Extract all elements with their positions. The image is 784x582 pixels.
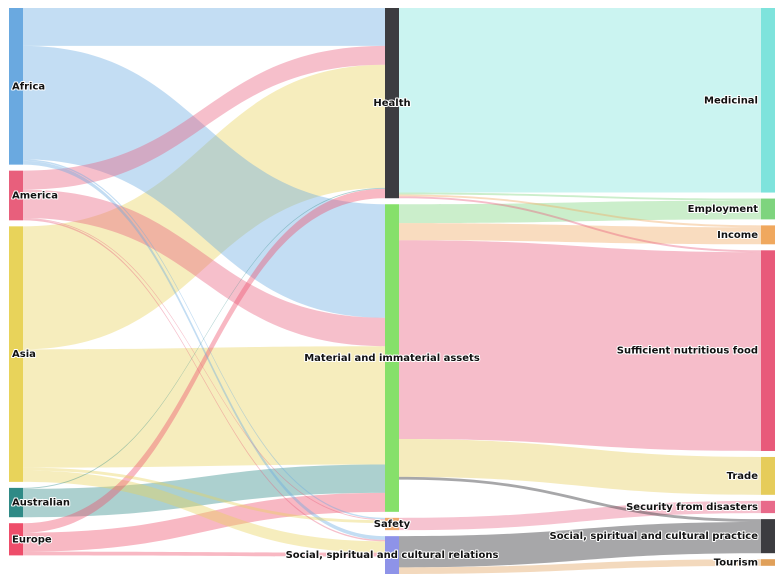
label-america: America <box>12 190 58 201</box>
flow-material-and-immaterial-assets-to-sufficient-nutritious-food[interactable] <box>399 240 761 451</box>
flow-material-and-immaterial-assets-to-social-spiritual-and-cultural-practice[interactable] <box>399 476 761 522</box>
flow-africa-to-safety[interactable] <box>23 159 385 520</box>
flow-australian-to-material-and-immaterial-assets[interactable] <box>23 464 385 518</box>
node-asia[interactable] <box>9 226 23 482</box>
node-trade[interactable] <box>761 456 775 495</box>
node-safety[interactable] <box>385 517 399 531</box>
flow-asia-to-safety[interactable] <box>23 467 385 524</box>
flow-material-and-immaterial-assets-to-employment[interactable] <box>399 200 761 224</box>
label-health: Health <box>373 98 410 109</box>
flow-europe-to-health[interactable] <box>23 188 385 533</box>
label-social-spiritual-and-cultural-relations: Social, spiritual and cultural relations <box>286 550 499 561</box>
node-europe[interactable] <box>9 523 23 556</box>
label-sufficient-nutritious-food: Sufficient nutritious food <box>617 346 758 357</box>
label-tourism: Tourism <box>714 558 758 569</box>
flow-material-and-immaterial-assets-to-income[interactable] <box>399 223 761 245</box>
flow-safety-to-security-from-disasters[interactable] <box>399 500 761 531</box>
flow-social-spiritual-and-cultural-relations-to-social-spiritual-and-cultural-practice[interactable] <box>399 521 761 568</box>
label-asia: Asia <box>12 349 36 360</box>
flow-america-to-material-and-immaterial-assets[interactable] <box>23 189 385 347</box>
flow-america-to-health[interactable] <box>23 45 385 190</box>
label-employment: Employment <box>688 204 759 215</box>
flow-asia-to-health[interactable] <box>23 64 385 350</box>
node-employment[interactable] <box>761 198 775 220</box>
flow-america-to-social-spiritual-and-cultural-relations[interactable] <box>23 218 385 542</box>
flow-health-to-medicinal[interactable] <box>399 8 761 193</box>
flow-america-to-safety[interactable] <box>23 217 385 521</box>
flow-australian-to-health[interactable] <box>23 187 385 489</box>
flow-africa-to-health[interactable] <box>23 8 385 46</box>
sankey-labels: Africa America Asia Australian Europe Health M… <box>11 80 759 569</box>
flow-africa-to-social-spiritual-and-cultural-relations[interactable] <box>23 160 385 540</box>
label-material-and-immaterial-assets: Material and immaterial assets <box>304 353 480 364</box>
node-health[interactable] <box>385 8 399 199</box>
label-europe: Europe <box>12 534 52 545</box>
flow-health-to-sufficient-nutritious-food[interactable] <box>399 196 761 253</box>
node-australian[interactable] <box>9 487 23 518</box>
flow-asia-to-social-spiritual-and-cultural-relations[interactable] <box>23 470 385 553</box>
label-income: Income <box>717 230 758 241</box>
label-medicinal: Medicinal <box>704 95 758 106</box>
sankey-links <box>23 8 761 574</box>
label-security-from-disasters: Security from disasters <box>626 502 758 513</box>
node-america[interactable] <box>9 170 23 221</box>
label-trade: Trade <box>727 471 759 482</box>
label-africa: Africa <box>12 81 45 92</box>
node-africa[interactable] <box>9 8 23 165</box>
label-safety: Safety <box>374 519 411 530</box>
flow-europe-to-material-and-immaterial-assets[interactable] <box>23 492 385 552</box>
flow-material-and-immaterial-assets-to-trade[interactable] <box>399 438 761 495</box>
flow-health-to-employment[interactable] <box>399 192 761 201</box>
node-sufficient-nutritious-food[interactable] <box>761 250 775 451</box>
node-income[interactable] <box>761 225 775 245</box>
sankey-nodes <box>9 8 775 574</box>
node-medicinal[interactable] <box>761 8 775 193</box>
node-social-spiritual-and-cultural-practice[interactable] <box>761 519 775 554</box>
label-australian: Australian <box>12 498 70 509</box>
node-social-spiritual-and-cultural-relations[interactable] <box>385 536 399 574</box>
node-tourism[interactable] <box>761 559 775 566</box>
flow-health-to-income[interactable] <box>399 194 761 228</box>
node-security-from-disasters[interactable] <box>761 500 775 514</box>
label-social-spiritual-and-cultural-practice: Social, spiritual and cultural practice <box>550 531 759 542</box>
flow-asia-to-material-and-immaterial-assets[interactable] <box>23 346 385 468</box>
flow-social-spiritual-and-cultural-relations-to-tourism[interactable] <box>399 559 761 574</box>
flow-africa-to-material-and-immaterial-assets[interactable] <box>23 45 385 318</box>
node-material-and-immaterial-assets[interactable] <box>385 204 399 512</box>
flow-europe-to-social-spiritual-and-cultural-relations[interactable] <box>23 551 385 557</box>
